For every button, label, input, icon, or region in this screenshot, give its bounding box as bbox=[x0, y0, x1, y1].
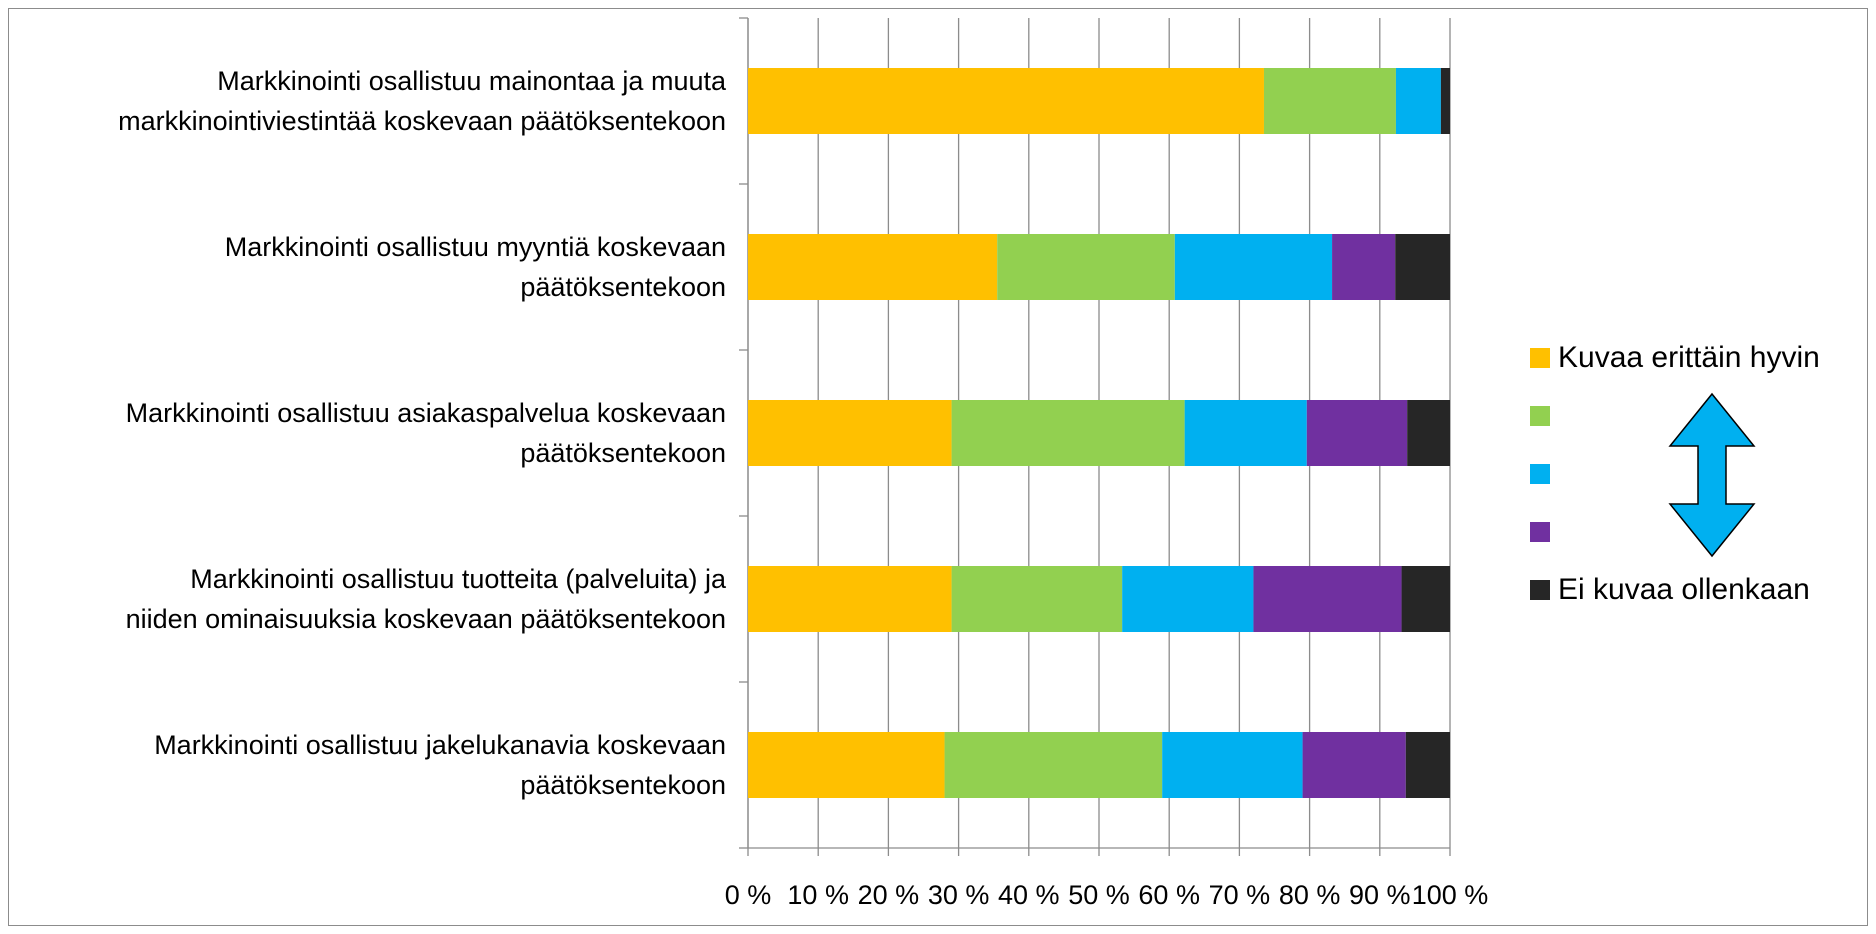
double-arrow-icon bbox=[1668, 392, 1756, 558]
bar-segment-5-series-5 bbox=[1405, 732, 1450, 798]
bar-segment-1-series-2 bbox=[1263, 68, 1396, 134]
legend-item: Kuvaa erittäin hyvin bbox=[1530, 338, 1820, 378]
legend-swatch bbox=[1530, 348, 1550, 368]
x-tick-label: 40 % bbox=[998, 880, 1060, 910]
bar-segment-4-series-3 bbox=[1122, 566, 1254, 632]
legend-swatch bbox=[1530, 522, 1550, 542]
bar-segment-2-series-2 bbox=[997, 234, 1175, 300]
category-label: Markkinointi osallistuu asiakaspalvelua … bbox=[0, 393, 726, 473]
bar-segment-1-series-3 bbox=[1395, 68, 1441, 134]
category-label-line: Markkinointi osallistuu jakelukanavia ko… bbox=[154, 730, 726, 760]
x-tick-label: 20 % bbox=[857, 880, 920, 910]
bar-segment-4-series-2 bbox=[951, 566, 1123, 632]
legend-item bbox=[1530, 512, 1550, 552]
x-tick-label: 0 % bbox=[724, 880, 772, 910]
bar-segment-5-series-2 bbox=[944, 732, 1163, 798]
bar-segment-5-series-4 bbox=[1302, 732, 1406, 798]
category-label-line: Markkinointi osallistuu myyntiä koskevaa… bbox=[224, 232, 726, 262]
bar-segment-4-series-5 bbox=[1401, 566, 1450, 632]
x-tick-label: 50 % bbox=[1068, 880, 1130, 910]
bar-segment-3-series-5 bbox=[1407, 400, 1450, 466]
category-label-line: päätöksentekoon bbox=[520, 272, 726, 302]
x-tick-label: 10 % bbox=[787, 880, 849, 910]
bar-segment-5-series-3 bbox=[1162, 732, 1303, 798]
legend-swatch bbox=[1530, 580, 1550, 600]
category-label: Markkinointi osallistuu mainontaa ja muu… bbox=[0, 61, 726, 141]
category-label-line: niiden ominaisuuksia koskevaan päätöksen… bbox=[125, 604, 726, 634]
category-label-line: markkinointiviestintää koskevaan päätöks… bbox=[118, 106, 726, 136]
bar-segment-3-series-1 bbox=[748, 400, 952, 466]
x-tick-label: 70 % bbox=[1208, 880, 1271, 910]
legend-item bbox=[1530, 454, 1550, 494]
category-label: Markkinointi osallistuu jakelukanavia ko… bbox=[0, 725, 726, 805]
bar-segment-2-series-3 bbox=[1174, 234, 1333, 300]
category-label-line: Markkinointi osallistuu mainontaa ja muu… bbox=[217, 66, 726, 96]
legend-swatch bbox=[1530, 464, 1550, 484]
category-label: Markkinointi osallistuu tuotteita (palve… bbox=[0, 559, 726, 639]
bar-segment-4-series-1 bbox=[748, 566, 952, 632]
x-tick-label: 90 % bbox=[1349, 880, 1411, 910]
bar-segment-5-series-1 bbox=[748, 732, 945, 798]
bar-segment-1-series-5 bbox=[1440, 68, 1450, 134]
legend-swatch bbox=[1530, 406, 1550, 426]
bar-segment-4-series-4 bbox=[1253, 566, 1402, 632]
bar-segment-3-series-4 bbox=[1306, 400, 1408, 466]
category-label-line: Markkinointi osallistuu asiakaspalvelua … bbox=[125, 398, 726, 428]
x-tick-label: 60 % bbox=[1138, 880, 1200, 910]
category-label: Markkinointi osallistuu myyntiä koskevaa… bbox=[0, 227, 726, 307]
bar-segment-1-series-1 bbox=[748, 68, 1264, 134]
bar-segment-3-series-2 bbox=[951, 400, 1185, 466]
category-label-line: päätöksentekoon bbox=[520, 770, 726, 800]
x-tick-label: 80 % bbox=[1278, 880, 1341, 910]
legend-label: Kuvaa erittäin hyvin bbox=[1558, 341, 1820, 374]
legend-item bbox=[1530, 396, 1550, 436]
legend-item: Ei kuvaa ollenkaan bbox=[1530, 570, 1810, 610]
bar-segment-3-series-3 bbox=[1184, 400, 1307, 466]
category-label-line: päätöksentekoon bbox=[520, 438, 726, 468]
x-tick-label: 100 % bbox=[1411, 880, 1489, 910]
x-tick-label: 30 % bbox=[927, 880, 990, 910]
category-label-line: Markkinointi osallistuu tuotteita (palve… bbox=[190, 564, 726, 594]
legend-label: Ei kuvaa ollenkaan bbox=[1558, 573, 1810, 606]
bar-segment-2-series-4 bbox=[1332, 234, 1396, 300]
bar-segment-2-series-1 bbox=[748, 234, 998, 300]
bar-segment-2-series-5 bbox=[1395, 234, 1450, 300]
